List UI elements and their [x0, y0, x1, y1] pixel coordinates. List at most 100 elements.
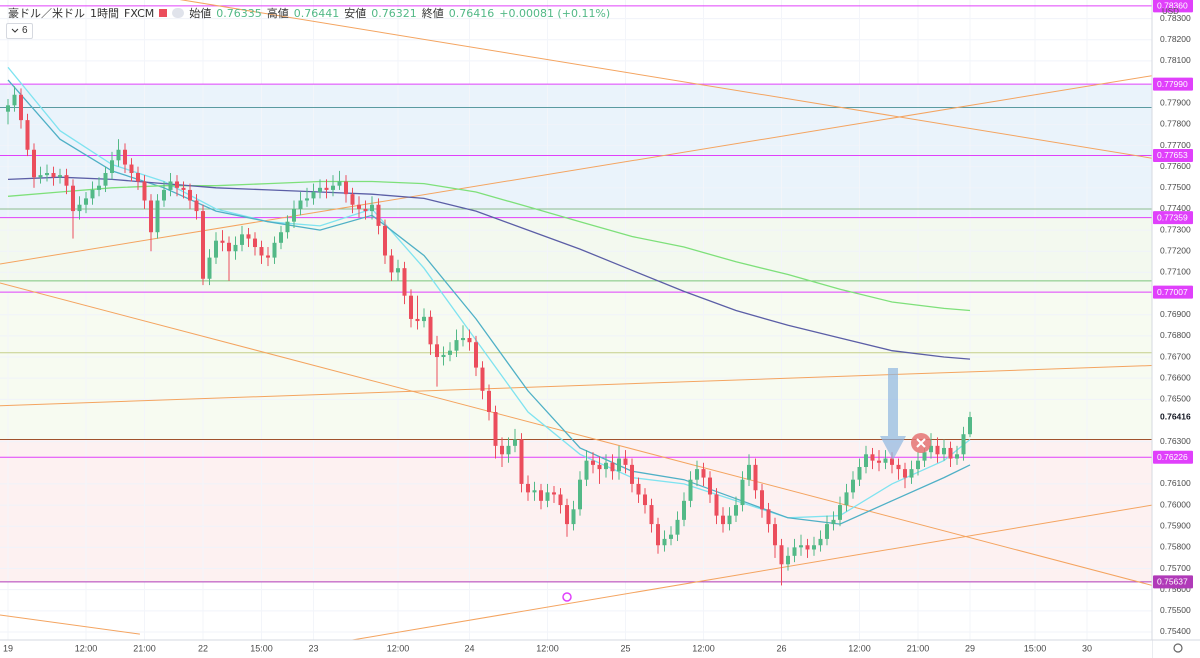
candle-body [369, 204, 374, 212]
candle-body [590, 460, 595, 465]
candle-body [896, 464, 901, 470]
candle-body [467, 337, 472, 343]
candle-body [818, 538, 823, 546]
indicator-toggle[interactable]: 6 [6, 23, 33, 39]
y-tick-label: 0.77500 [1160, 182, 1191, 192]
candle-body [70, 185, 75, 212]
candle-body [824, 524, 829, 539]
y-tick-label: 0.77800 [1160, 119, 1191, 129]
candle-body [493, 412, 498, 446]
candle-body [499, 445, 504, 455]
candle-body [564, 505, 569, 525]
zone [0, 292, 1152, 440]
y-tick-label: 0.77700 [1160, 140, 1191, 150]
x-tick-label: 22 [198, 643, 208, 653]
candle-body [662, 538, 667, 546]
price-tag [1153, 285, 1193, 299]
moving-average [7, 176, 971, 360]
candle-body [31, 149, 36, 178]
candle-body [779, 545, 784, 565]
candle-body [863, 454, 868, 467]
candle-body [538, 490, 543, 501]
candle-body [506, 445, 511, 455]
candle-body [317, 187, 322, 193]
moving-average [7, 180, 971, 312]
candle-body [733, 505, 738, 516]
x-tick-label: 23 [308, 643, 318, 653]
flag-icon[interactable] [159, 9, 168, 17]
x-tick-label: 15:00 [250, 643, 273, 653]
candle-body [519, 439, 524, 484]
candle-body [707, 477, 712, 495]
candle-body [265, 255, 270, 258]
candle-body [148, 200, 153, 233]
candle-body [883, 458, 888, 463]
close-label: 終値 [421, 7, 444, 20]
candle-body [623, 458, 628, 465]
candle-body [272, 242, 277, 258]
annotations [562, 368, 931, 602]
candle-body [226, 242, 231, 252]
zone [0, 84, 1152, 218]
candle-body [376, 204, 381, 226]
high-value: 0.76441 [293, 6, 340, 20]
x-tick-label: 12:00 [75, 643, 98, 653]
trend-line [349, 504, 1152, 640]
y-tick-label: 0.78200 [1160, 34, 1191, 44]
candle-body [38, 175, 43, 178]
settings-button[interactable] [1173, 643, 1183, 653]
candle-body [766, 509, 771, 525]
candle-body [259, 247, 264, 256]
candle-body [252, 238, 257, 248]
candle-body [291, 208, 296, 222]
candle-body [454, 340, 459, 351]
x-tick-label: 12:00 [536, 643, 559, 653]
y-tick-label: 0.76100 [1160, 478, 1191, 488]
candle-body [278, 232, 283, 243]
candle-body [603, 462, 608, 470]
candle-body [395, 268, 400, 273]
candle-body [746, 464, 751, 480]
candle-body [96, 185, 101, 190]
y-tick-label: 0.76900 [1160, 309, 1191, 319]
candle-body [434, 344, 439, 358]
candle-body [382, 225, 387, 256]
candle-body [558, 494, 563, 506]
candle-body [649, 505, 654, 525]
symbol: 豪ドル／米ドル [8, 7, 85, 20]
alert-icon[interactable] [562, 592, 572, 602]
close-value: 0.76416 [448, 6, 495, 20]
x-tick-label: 19 [3, 643, 13, 653]
y-tick-label: 0.77100 [1160, 267, 1191, 277]
price-tag-label: 0.78360 [1157, 1, 1188, 11]
indicator-count: 6 [22, 25, 28, 36]
x-tick-label: 12:00 [848, 643, 871, 653]
candle-body [246, 234, 251, 239]
candle-body [51, 173, 56, 178]
price-tag [1153, 575, 1193, 589]
price-tag-label: 0.75637 [1157, 577, 1188, 587]
price-tag [1153, 450, 1193, 464]
high-label: 高値 [266, 7, 289, 20]
y-tick-label: 0.76000 [1160, 499, 1191, 509]
candle-body [402, 268, 407, 296]
menu-icon[interactable] [172, 8, 185, 18]
currency-label: USD [1162, 7, 1179, 16]
y-tick-label: 0.77300 [1160, 224, 1191, 234]
candle-body [785, 555, 790, 565]
candle-body [571, 509, 576, 525]
candle-body [616, 458, 621, 472]
candle-body [239, 234, 244, 245]
candle-body [688, 479, 693, 501]
candle-body [870, 454, 875, 461]
candle-body [415, 318, 420, 322]
candle-body [155, 200, 160, 233]
candle-body [532, 490, 537, 493]
candle-body [714, 494, 719, 516]
x-tick-label: 21:00 [133, 643, 156, 653]
x-tick-label: 25 [620, 643, 630, 653]
candle-body [343, 181, 348, 195]
candle-body [753, 464, 758, 491]
price-tag [1153, 77, 1193, 91]
price-tag-label: 0.77359 [1157, 212, 1188, 222]
